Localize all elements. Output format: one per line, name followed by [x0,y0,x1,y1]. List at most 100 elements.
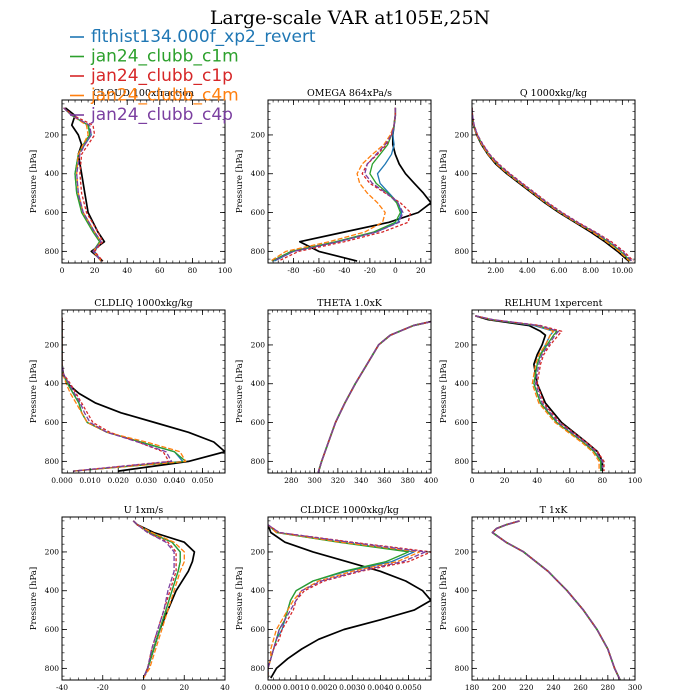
y-tick-label: 800 [455,247,470,256]
x-tick-label: -20 [364,266,376,275]
x-tick-label: 20 [500,476,510,485]
x-tick-label: 320 [331,476,346,485]
series-line-jan24_clubb_c1m [475,315,602,472]
x-tick-label: 10.00 [612,266,634,275]
plot-frame [267,309,432,474]
y-tick-label: 600 [45,418,60,427]
x-tick-label: 0.0050 [395,683,421,692]
figure-title: Large-scale VAR at105E,25N [210,7,490,29]
plot-frame [61,516,226,681]
series-line-jan24_clubb_c4p [472,107,633,262]
panel-title: OMEGA 864xPa/s [307,88,392,99]
y-tick-label: 200 [251,340,266,349]
x-tick-label: 40 [532,476,542,485]
panel-title: RELHUM 1xpercent [505,298,603,309]
y-tick-label: 400 [251,169,266,178]
series-line-jan24_clubb_c4m [270,107,396,262]
series-line-jan24_clubb_c4m [62,317,187,472]
series-line-jan24_clubb_c1p [62,317,170,472]
series-line-jan24_clubb_c4p [491,520,621,680]
y-axis-label: Pressure [hPa] [29,360,39,423]
y-axis-label: Pressure [hPa] [235,150,245,213]
x-tick-label: 0.0010 [283,683,309,692]
panels: CLOUD 100xfraction Pressure [hPa] 0 20 40 60 8… [29,88,642,692]
panel-2: OMEGA 864xPa/s Pressure [hPa] -80 -60 -40 -20… [235,88,432,275]
panel-title: U 1xm/s [124,505,164,516]
panel-5: THETA 1.0xK Pressure [hPa] 280 300 320 340 360… [235,298,438,485]
plot-frame [61,309,226,474]
x-tick-label: 100 [218,266,233,275]
series-line-jan24_clubb_c4p [317,320,431,473]
y-tick-label: 400 [45,379,60,388]
series-line-jan24_clubb_c4p [272,107,404,262]
series-line-jan24_clubb_c4m [132,520,185,679]
x-tick-label: 180 [465,683,480,692]
panel-title: CLDICE 1000xkg/kg [300,505,399,516]
x-tick-label: 0.020 [107,476,129,485]
series-line-jan24_clubb_c4m [317,320,431,473]
panel-title: T 1xK [540,505,569,516]
y-tick-label: 200 [45,340,60,349]
x-tick-label: 0.030 [136,476,158,485]
panel-title: CLDLIQ 1000xkg/kg [94,298,192,309]
plot-frame [471,99,636,264]
x-tick-label: 0 [470,476,475,485]
x-tick-label: 300 [628,683,643,692]
y-tick-label: 600 [251,625,266,634]
y-axis-label: Pressure [hPa] [439,567,449,630]
series-line-flthist134.000f_xp2_revert [274,107,403,262]
y-tick-label: 800 [251,664,266,673]
series-line-jan24_clubb_c4p [268,524,427,679]
y-tick-label: 200 [45,130,60,139]
panel-9: T 1xK Pressure [hPa] 180 200 220 240 260 280 300… [439,505,642,692]
series-line-control [475,314,604,472]
panel-title: THETA 1.0xK [317,298,383,309]
x-tick-label: 300 [307,476,322,485]
x-tick-label: -60 [313,266,325,275]
y-tick-label: 600 [45,625,60,634]
x-tick-label: 400 [424,476,439,485]
x-tick-label: 4.00 [519,266,536,275]
legend-entry: flthist134.000f_xp2_revert [91,27,316,47]
legend-entry: jan24_clubb_c1p [90,66,233,86]
x-tick-label: -40 [338,266,350,275]
x-tick-label: 0 [141,683,146,692]
y-axis-label: Pressure [hPa] [235,567,245,630]
y-axis-label: Pressure [hPa] [439,150,449,213]
x-tick-label: 8.00 [582,266,599,275]
x-tick-label: 260 [574,683,589,692]
series-line-jan24_clubb_c4p [475,315,604,472]
series-line-control [298,107,431,262]
x-tick-label: 0.050 [192,476,214,485]
y-axis-label: Pressure [hPa] [29,567,39,630]
series-line-jan24_clubb_c1p [63,107,104,262]
series-line-jan24_clubb_c4m [472,107,630,262]
panel-title: CLOUD 100xfraction [93,88,194,99]
y-tick-label: 800 [251,247,266,256]
x-tick-label: 100 [628,476,643,485]
series-line-jan24_clubb_c4p [62,317,173,472]
y-tick-label: 200 [455,340,470,349]
x-tick-label: 20 [416,266,426,275]
y-tick-label: 400 [251,379,266,388]
x-tick-label: 2.00 [487,266,504,275]
x-tick-label: 60 [155,266,165,275]
series-line-jan24_clubb_c1m [132,520,181,679]
x-tick-label: 0.0000 [255,683,281,692]
panel-6: RELHUM 1xpercent Pressure [hPa] 0 20 40 60 80 1… [439,298,642,485]
y-tick-label: 600 [455,625,470,634]
y-tick-label: 800 [455,664,470,673]
y-tick-label: 400 [251,586,266,595]
y-tick-label: 400 [455,586,470,595]
x-tick-label: 0.0040 [367,683,393,692]
x-tick-label: -20 [97,683,109,692]
x-tick-label: 6.00 [551,266,568,275]
x-tick-label: 0 [393,266,398,275]
x-tick-label: 80 [598,476,608,485]
x-tick-label: 0.040 [164,476,186,485]
x-tick-label: 40 [220,683,230,692]
series-line-jan24_clubb_c1p [317,320,431,473]
legend: flthist134.000f_xp2_revert jan24_clubb_c1… [70,27,316,125]
y-tick-label: 400 [455,379,470,388]
